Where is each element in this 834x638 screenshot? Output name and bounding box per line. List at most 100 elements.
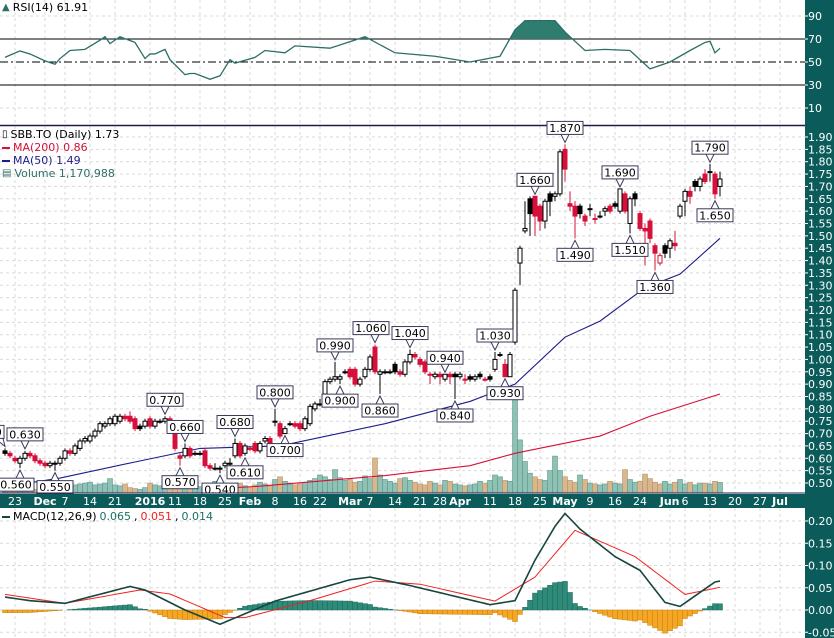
candle-body [247,447,253,450]
volume-bar [667,483,673,494]
candle-body [552,193,558,197]
macd-histogram-bar [462,609,468,615]
macd-histogram-bar [542,587,548,611]
price-label-pointer [405,339,415,349]
macd-histogram-bar [562,581,568,611]
price-legend-title: SBB.TO (Daily) 1.73 [10,128,120,141]
volume-bar [662,480,668,494]
volume-bar [332,469,338,494]
macd-y-tick-label: -0.05 [808,626,834,638]
candle-body [712,173,718,195]
candle-body [462,378,468,381]
rsi-y-tick-label: 50 [808,56,822,69]
macd-histogram-bar [142,609,148,611]
x-tick-label: 2016 [135,495,166,508]
price-label-box [321,393,359,408]
price-label-box [486,386,524,401]
volume-bar [617,483,623,494]
candle-body [447,373,453,378]
volume-bar [107,478,113,494]
volume-bar [317,474,323,494]
volume-bar [532,476,538,494]
candle-body [7,452,13,457]
price-label-pointer [560,134,570,144]
candle-body [492,358,498,370]
price-y-tick-label: 1.45 [808,242,833,255]
macd-histogram-bar [452,609,458,615]
candle-body [182,447,188,457]
price-label: 1.660 [516,172,554,196]
macd-histogram-bar [507,609,513,620]
price-y-tick-label: 1.05 [808,341,833,354]
volume-bar [627,479,633,494]
candle-body [692,180,698,187]
macd-histogram-bar [382,608,388,611]
candle-body [662,245,668,254]
macd-histogram-bar [17,609,23,613]
volume-bar [712,480,718,494]
candle-body [132,418,138,430]
volume-bar [452,483,458,494]
price-label-box [696,208,734,223]
macd-histogram-bar [597,609,603,614]
candle-body [377,371,383,375]
candle-body [412,353,418,358]
rsi-overbought-fill [5,20,720,39]
macd-histogram-bar [407,609,413,613]
volume-bar [392,482,398,494]
macd-line [4,512,721,626]
volume-bar [592,483,598,494]
price-label: 0.570 [161,466,199,490]
macd-y-tick-label: 0.00 [808,604,833,617]
candle-body [17,457,23,464]
candle-body [157,420,163,423]
candle-body [312,403,318,410]
candle-body [637,213,643,229]
candle-body [482,378,488,381]
macd-histogram-bar [387,608,393,611]
rsi-legend: ▲ RSI(14) 61.91 [2,1,88,14]
candle-body [507,353,513,378]
x-tick-label: Mar [338,495,362,508]
volume-bar [102,482,108,494]
volume-bar [682,483,688,494]
price-label-pointer [175,466,185,476]
price-label: 0.930 [486,377,524,401]
price-label: 1.060 [352,321,390,344]
price-label-box [556,247,594,262]
candle-body [697,178,703,187]
price-y-tick-label: 1.10 [808,329,833,342]
price-label: 1.490 [556,239,594,262]
legend-separator: , [175,510,179,523]
price-label-pointer [270,398,280,408]
macd-histogram-bar [567,592,573,611]
macd-legend-value: 0.065 [99,510,132,523]
price-label-pointer [335,385,345,395]
macd-histogram-bar [107,606,113,611]
macd-histogram-bar [547,584,553,611]
candle-body [362,368,368,378]
x-tick-label: Apr [449,495,471,508]
price-label-box [476,328,514,343]
volume-bar [322,476,328,494]
price-label-pointer [490,341,500,352]
candle-body [562,148,568,170]
price-label-box [146,392,184,407]
price-label-box [166,419,204,434]
macd-histogram-bar [372,606,378,611]
price-y-tick-label: 1.55 [808,217,833,230]
candle-body [672,242,678,247]
price-y-tick-label: 1.30 [808,279,833,292]
price-label-box [266,443,304,458]
ma200-line [229,393,721,489]
candle-body [487,376,493,380]
rsi-y-tick-label: 10 [808,102,822,115]
macd-histogram-bar [652,609,658,629]
volume-bar [297,483,303,494]
price-label-text: 0.560 [0,479,32,492]
macd-histogram-bar [717,603,723,611]
volume-bar [267,485,273,494]
price-y-tick-label: 1.50 [808,230,833,243]
macd-histogram-bar [427,609,433,615]
candle-body [687,190,693,197]
